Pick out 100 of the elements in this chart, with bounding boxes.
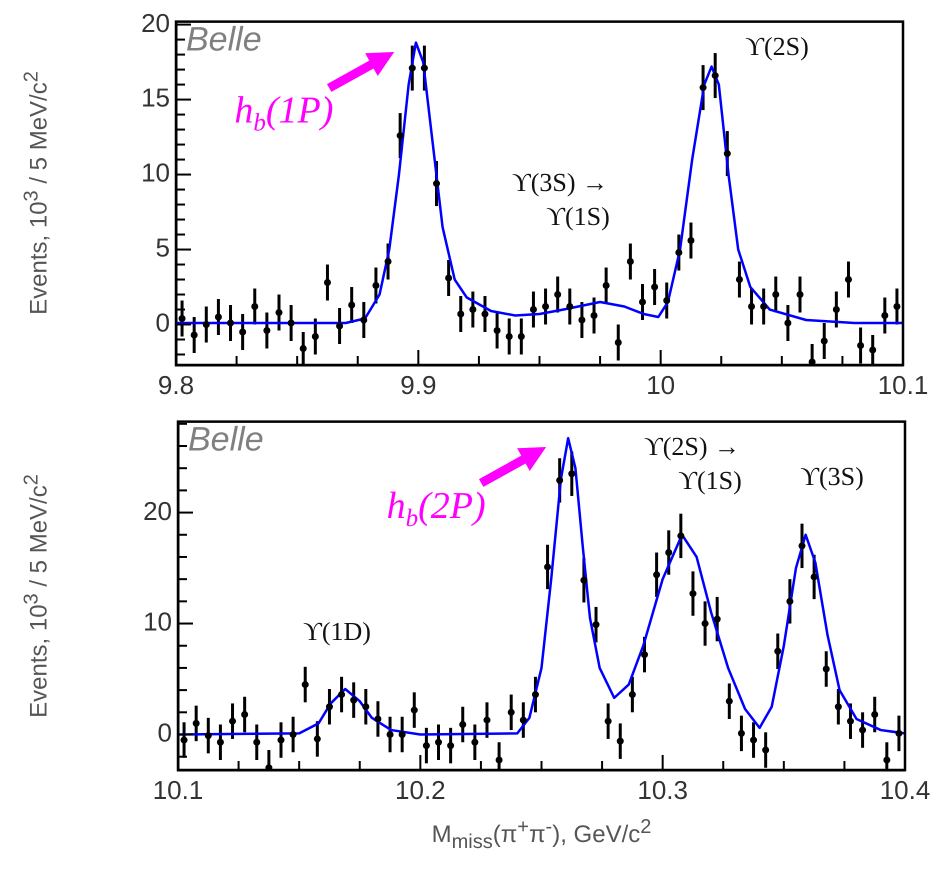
- point: [350, 696, 358, 704]
- point: [544, 563, 552, 570]
- point: [239, 328, 246, 336]
- point: [532, 691, 539, 698]
- x-tick-label: 9.9: [400, 370, 436, 400]
- point: [178, 315, 186, 322]
- point: [459, 721, 466, 728]
- point: [869, 346, 876, 354]
- point: [687, 237, 694, 244]
- point: [263, 327, 270, 334]
- point: [724, 150, 731, 158]
- point: [663, 297, 670, 304]
- point: [796, 291, 804, 298]
- point: [192, 720, 200, 727]
- point: [481, 310, 488, 318]
- point: [420, 64, 428, 72]
- point: [614, 339, 622, 346]
- y-tick-label: 0: [156, 308, 170, 338]
- point: [190, 332, 198, 339]
- point: [689, 590, 696, 598]
- point: [810, 573, 818, 580]
- point: [568, 470, 576, 478]
- point: [844, 276, 852, 284]
- point: [883, 756, 890, 764]
- point: [314, 735, 321, 742]
- point: [638, 298, 646, 306]
- point: [822, 666, 830, 673]
- point: [422, 742, 430, 750]
- point: [518, 333, 525, 340]
- annotation: ϒ(3S) → ϒ(1S): [512, 168, 610, 231]
- point: [348, 302, 356, 309]
- annotation: ϒ(1D): [303, 616, 371, 646]
- annotation: Belle: [186, 20, 262, 58]
- point: [300, 345, 307, 352]
- point: [204, 732, 212, 740]
- point: [506, 333, 513, 340]
- point: [580, 576, 588, 584]
- x-axis-title: M$_{miss}$(π$^{+}$π$^{-}$), GeV/c$^{2}$: [432, 816, 652, 854]
- point: [590, 312, 598, 320]
- point: [229, 718, 236, 725]
- point: [496, 756, 503, 764]
- point: [895, 730, 902, 737]
- point: [251, 303, 258, 310]
- point: [241, 711, 248, 718]
- point: [542, 303, 550, 310]
- point: [290, 730, 297, 738]
- point: [772, 291, 780, 298]
- point: [700, 84, 707, 92]
- point: [214, 314, 222, 321]
- point: [677, 532, 684, 540]
- point: [494, 327, 501, 334]
- point: [616, 738, 624, 745]
- point: [447, 742, 454, 750]
- annotation: ϒ(3S): [800, 462, 864, 491]
- x-tick-label: 10.2: [395, 774, 446, 805]
- point: [410, 706, 418, 714]
- point: [554, 291, 562, 298]
- point: [202, 321, 210, 328]
- point: [374, 715, 382, 722]
- point: [433, 180, 440, 188]
- y-tick-label: 0: [158, 718, 172, 748]
- point: [857, 342, 864, 350]
- point: [628, 691, 636, 698]
- x-tick-label: 9.8: [158, 370, 194, 400]
- point: [702, 620, 709, 628]
- point: [277, 736, 284, 744]
- point: [871, 711, 878, 718]
- point: [592, 621, 600, 628]
- annotation: ϒ(2S) → ϒ(1S): [644, 432, 742, 495]
- point: [640, 651, 648, 658]
- point: [675, 249, 682, 256]
- point: [604, 718, 612, 725]
- point: [712, 72, 719, 80]
- annotation: ϒ(2S): [745, 32, 809, 61]
- point: [302, 681, 309, 688]
- y-tick-label: 15: [141, 82, 170, 113]
- point: [457, 310, 464, 318]
- point: [372, 282, 380, 290]
- point: [556, 476, 564, 484]
- annotation: Belle: [188, 420, 264, 458]
- point: [362, 703, 370, 710]
- point: [798, 542, 806, 550]
- point: [180, 736, 188, 744]
- point: [312, 333, 319, 340]
- point: [893, 303, 900, 310]
- point: [386, 730, 394, 738]
- point: [253, 738, 260, 746]
- point: [726, 698, 733, 705]
- point: [786, 598, 794, 605]
- point: [435, 738, 442, 746]
- point: [360, 316, 368, 324]
- x-tick-label: 10.3: [637, 774, 688, 805]
- point: [651, 284, 658, 291]
- point: [336, 322, 344, 330]
- point: [445, 274, 452, 282]
- point: [508, 708, 515, 716]
- point: [832, 306, 840, 314]
- point: [626, 258, 634, 266]
- x-tick-label: 10.1: [152, 774, 204, 805]
- y-tick-label: 5: [156, 232, 170, 263]
